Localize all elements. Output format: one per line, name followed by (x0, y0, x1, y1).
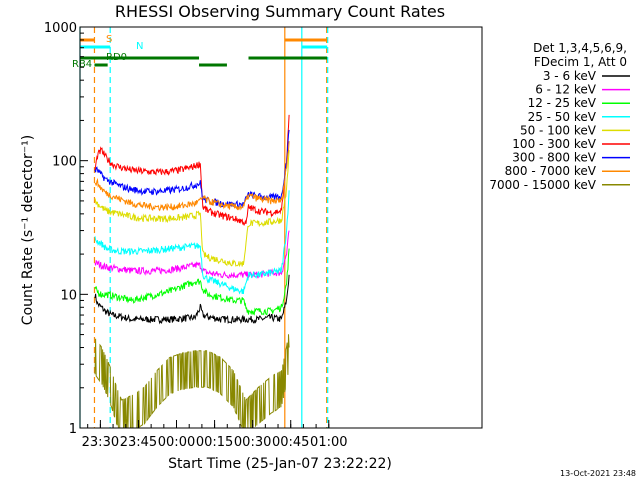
x-tick-label: 01:00 (310, 435, 347, 450)
legend-label: 50 - 100 keV (520, 123, 597, 137)
series-line (94, 190, 290, 295)
legend-label: 12 - 25 keV (528, 96, 597, 110)
series-line (94, 141, 290, 212)
state-bars: S N RD0 RB4 (72, 34, 328, 70)
x-tick-label: 00:15 (196, 435, 233, 450)
x-tick-label: 00:00 (158, 435, 195, 450)
legend-label: 25 - 50 keV (528, 110, 597, 124)
legend-header-2: FDecim 1, Att 0 (534, 55, 627, 69)
x-tick-label: 23:45 (120, 435, 157, 450)
state-bar-label: RB4 (72, 59, 92, 70)
state-bar-label: N (136, 41, 143, 52)
legend-label: 3 - 6 keV (543, 69, 597, 83)
legend-label: 800 - 7000 keV (505, 164, 597, 178)
series-line (94, 230, 290, 280)
legend-label: 300 - 800 keV (512, 151, 596, 165)
axis-ticks: 23:30 23:45 00:00 00:15 00:30 00:45 01:00 1 10 10… (44, 21, 348, 450)
legend-label: 100 - 300 keV (512, 137, 596, 151)
y-tick-label: 100 (52, 155, 77, 170)
series-line (94, 150, 290, 268)
y-tick-label: 1 (69, 422, 77, 437)
x-axis-label: Start Time (25-Jan-07 23:22:22) (168, 456, 392, 472)
chart-title: RHESSI Observing Summary Count Rates (115, 2, 445, 21)
plot-frame (79, 26, 483, 429)
x-tick-label: 00:45 (272, 435, 309, 450)
y-axis-label: Count Rate (s⁻¹ detector⁻¹) (20, 135, 36, 325)
state-bar-label: RD0 (106, 52, 127, 63)
series-line (94, 334, 290, 429)
y-tick-label: 1000 (44, 21, 77, 36)
legend: Det 1,3,4,5,6,9, FDecim 1, Att 0 3 - 6 k… (489, 41, 630, 192)
legend-label: 6 - 12 keV (535, 83, 597, 97)
state-bar-label: S (106, 34, 112, 45)
time-markers (79, 27, 329, 428)
legend-label: 7000 - 15000 keV (489, 178, 596, 192)
x-tick-label: 00:30 (234, 435, 271, 450)
legend-header-1: Det 1,3,4,5,6,9, (533, 41, 627, 55)
footer-date: 13-Oct-2021 23:48 (560, 469, 636, 478)
series-line (94, 274, 290, 325)
series-line (94, 114, 290, 227)
y-tick-label: 10 (60, 288, 77, 303)
series-group (94, 114, 290, 429)
x-tick-label: 23:30 (82, 435, 119, 450)
series-line (94, 248, 290, 316)
